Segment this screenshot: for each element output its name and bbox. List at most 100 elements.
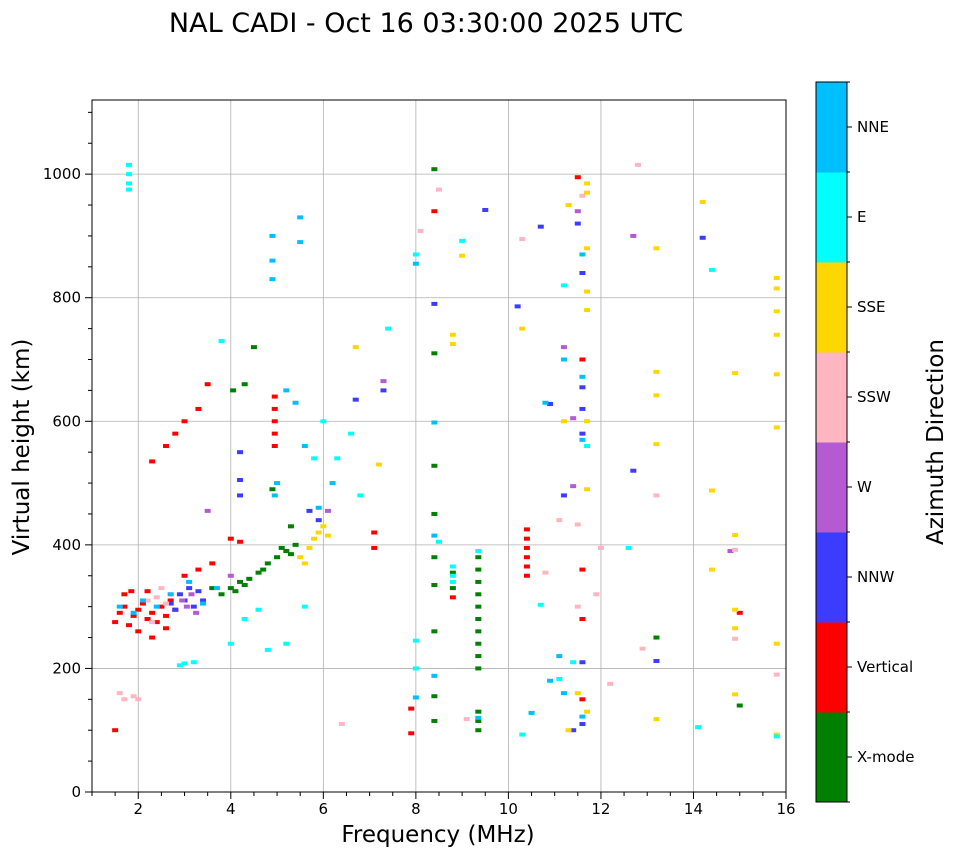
echo-point: [579, 617, 586, 621]
echo-point: [570, 728, 577, 733]
echo-point: [597, 545, 604, 550]
echo-point: [579, 431, 586, 436]
x-tick-label: 16: [776, 800, 795, 818]
echo-point: [338, 722, 345, 727]
x-tick-label: 10: [499, 800, 518, 818]
echo-point: [209, 586, 216, 591]
echo-point: [708, 567, 715, 572]
y-tick-label: 600: [52, 412, 81, 430]
echo-point: [167, 598, 174, 603]
echo-point: [385, 326, 392, 331]
echo-point: [560, 419, 567, 424]
echo-point: [653, 717, 660, 722]
echo-point: [584, 419, 591, 424]
echo-point: [579, 697, 586, 702]
echo-point: [732, 636, 739, 641]
echo-point: [271, 419, 278, 424]
echo-point: [475, 715, 482, 720]
echo-point: [112, 620, 119, 625]
echo-point: [542, 570, 549, 575]
echo-point: [547, 678, 554, 683]
echo-point: [121, 592, 128, 597]
echo-point: [653, 635, 660, 640]
echo-point: [431, 301, 438, 306]
colorbar-tick-label: W: [857, 478, 872, 496]
echo-point: [475, 567, 482, 572]
echo-point: [139, 598, 146, 603]
echo-point: [579, 660, 586, 665]
echo-point: [475, 629, 482, 634]
echo-point: [315, 530, 322, 535]
echo-point: [565, 728, 572, 733]
colorbar-swatch: [816, 712, 847, 803]
x-axis-label: Frequency (MHz): [341, 822, 534, 848]
y-tick-label: 800: [52, 289, 81, 307]
echo-point: [449, 564, 456, 569]
echo-point: [431, 555, 438, 560]
echo-point: [237, 450, 244, 455]
echo-point: [375, 462, 382, 467]
echo-point: [475, 709, 482, 714]
azimuth-colorbar: X-mode Vertical NNW W SSW SSE E NNE: [815, 81, 914, 803]
echo-point: [241, 617, 248, 621]
echo-point: [482, 207, 489, 212]
echo-point: [352, 397, 359, 402]
echo-point: [523, 536, 530, 541]
y-tick-label: 0: [71, 783, 81, 801]
echo-point: [181, 573, 188, 578]
echo-point: [264, 647, 271, 652]
echo-point: [167, 601, 174, 606]
series-e: [126, 162, 780, 739]
echo-point: [181, 661, 188, 666]
echo-point: [246, 576, 253, 581]
echo-point: [431, 511, 438, 516]
echo-point: [320, 524, 327, 529]
echo-point: [579, 567, 586, 572]
colorbar-swatch: [816, 352, 847, 443]
colorbar-swatch: [816, 622, 847, 713]
echo-point: [584, 181, 591, 186]
echo-point: [459, 253, 466, 258]
series-vertical: [112, 175, 743, 736]
echo-point: [380, 388, 387, 393]
echo-point: [292, 400, 299, 405]
echo-point: [371, 530, 378, 535]
echo-point: [163, 613, 170, 618]
echo-point: [412, 666, 419, 671]
echo-point: [523, 573, 530, 578]
echo-point: [121, 697, 128, 702]
echo-point: [653, 442, 660, 447]
echo-point: [542, 400, 549, 405]
echo-point: [209, 561, 216, 566]
echo-point: [736, 610, 743, 615]
echo-point: [227, 573, 234, 578]
echo-point: [195, 589, 202, 594]
echo-point: [431, 209, 438, 214]
echo-point: [708, 488, 715, 493]
echo-point: [475, 654, 482, 659]
echo-point: [463, 717, 470, 722]
echo-point: [227, 536, 234, 541]
echo-point: [204, 508, 211, 513]
echo-point: [149, 635, 156, 640]
echo-point: [297, 215, 304, 220]
echo-point: [475, 555, 482, 560]
echo-point: [297, 555, 304, 560]
echo-point: [653, 246, 660, 251]
colorbar-tick-label: Vertical: [857, 658, 913, 676]
echo-point: [431, 718, 438, 723]
plot-area: 2 4 6 8 10 12 14 16 0 200 400 600 800 1000: [43, 99, 796, 818]
echo-point: [570, 416, 577, 421]
echo-point: [630, 468, 637, 473]
echo-point: [408, 706, 415, 711]
colorbar-frame: [815, 81, 848, 803]
echo-point: [579, 722, 586, 727]
echo-point: [271, 431, 278, 436]
echo-point: [579, 252, 586, 257]
echo-point: [475, 592, 482, 597]
echo-point: [560, 493, 567, 498]
colorbar-label: Azimuth Direction: [923, 339, 949, 545]
echo-point: [126, 623, 133, 628]
echo-point: [274, 555, 281, 560]
colorbar-tick-label: NNE: [857, 118, 889, 136]
